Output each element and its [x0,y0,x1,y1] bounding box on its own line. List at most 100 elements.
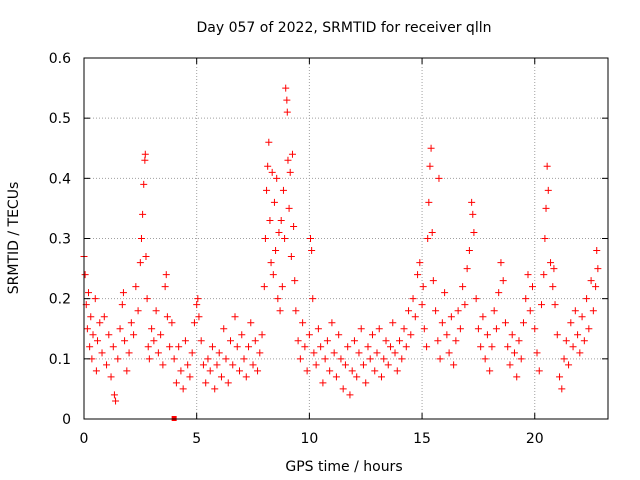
data-point [459,283,467,291]
data-point [170,355,178,363]
data-point [469,210,477,218]
data-point [150,337,158,345]
data-point [314,325,322,333]
data-point [543,162,551,170]
data-point [140,180,148,188]
data-point [264,162,272,170]
data-point [479,313,487,321]
data-point [96,319,104,327]
data-point [274,295,282,303]
data-point [452,337,460,345]
data-point [139,210,147,218]
data-point [330,349,338,357]
data-point [375,325,383,333]
data-point [94,337,102,345]
data-point [540,271,548,279]
data-point [391,349,399,357]
data-point [279,186,287,194]
data-point [593,247,601,255]
data-point [299,319,307,327]
data-point [434,337,442,345]
grid-lines [84,58,608,419]
data-point [238,331,246,339]
data-point [177,367,185,375]
x-tick-label: 20 [526,431,544,447]
data-point [553,331,561,339]
data-point [519,319,527,327]
data-point [168,319,176,327]
data-point [109,343,117,351]
data-point [110,391,118,399]
data-point [341,361,349,369]
data-point [220,325,228,333]
data-point [447,313,455,321]
data-point [263,186,271,194]
data-point [305,331,313,339]
data-point [245,343,253,351]
data-point [181,337,189,345]
data-point [283,96,291,104]
data-point [435,174,443,182]
data-point [116,325,124,333]
data-point [531,325,539,333]
data-point [308,247,316,255]
y-tick-label: 0 [62,412,71,428]
data-point [242,373,250,381]
data-point [217,373,225,381]
data-point [419,283,427,291]
data-point [224,379,232,387]
data-point [98,349,106,357]
data-point [526,307,534,315]
data-point [186,373,194,381]
data-point [270,198,278,206]
data-point [481,355,489,363]
data-point [558,385,566,393]
data-point [362,379,370,387]
data-point [495,289,503,297]
data-point [265,138,273,146]
data-point [393,367,401,375]
data-point [400,325,408,333]
data-point [428,228,436,236]
data-point [533,349,541,357]
data-point [294,337,302,345]
data-point [409,295,417,303]
data-point [166,343,174,351]
data-point [472,295,480,303]
data-point [450,361,458,369]
data-point [215,349,223,357]
data-point [424,235,432,242]
data-point [344,343,352,351]
data-point [190,319,198,327]
data-point [103,361,111,369]
data-point [337,355,345,363]
data-point [560,355,568,363]
data-point [148,325,156,333]
data-point [290,222,298,230]
data-point [222,355,230,363]
y-tick-label: 0.4 [49,171,71,187]
data-point [483,331,491,339]
data-point [258,331,266,339]
data-point [266,216,274,224]
data-point [144,343,152,351]
data-point [92,367,100,375]
data-point [273,174,281,182]
data-point [301,343,309,351]
data-point [208,343,216,351]
data-point [202,379,210,387]
data-point [463,265,471,273]
data-point [513,373,521,381]
data-point [286,168,294,176]
data-point [506,361,514,369]
data-point [130,331,138,339]
y-tick-label: 0.6 [49,51,71,67]
data-point [402,343,410,351]
data-point [211,385,219,393]
y-tick-label: 0.2 [49,292,71,308]
data-point [162,271,170,279]
data-point [251,337,259,345]
data-point [425,198,433,206]
data-point [127,319,135,327]
data-point [175,343,183,351]
